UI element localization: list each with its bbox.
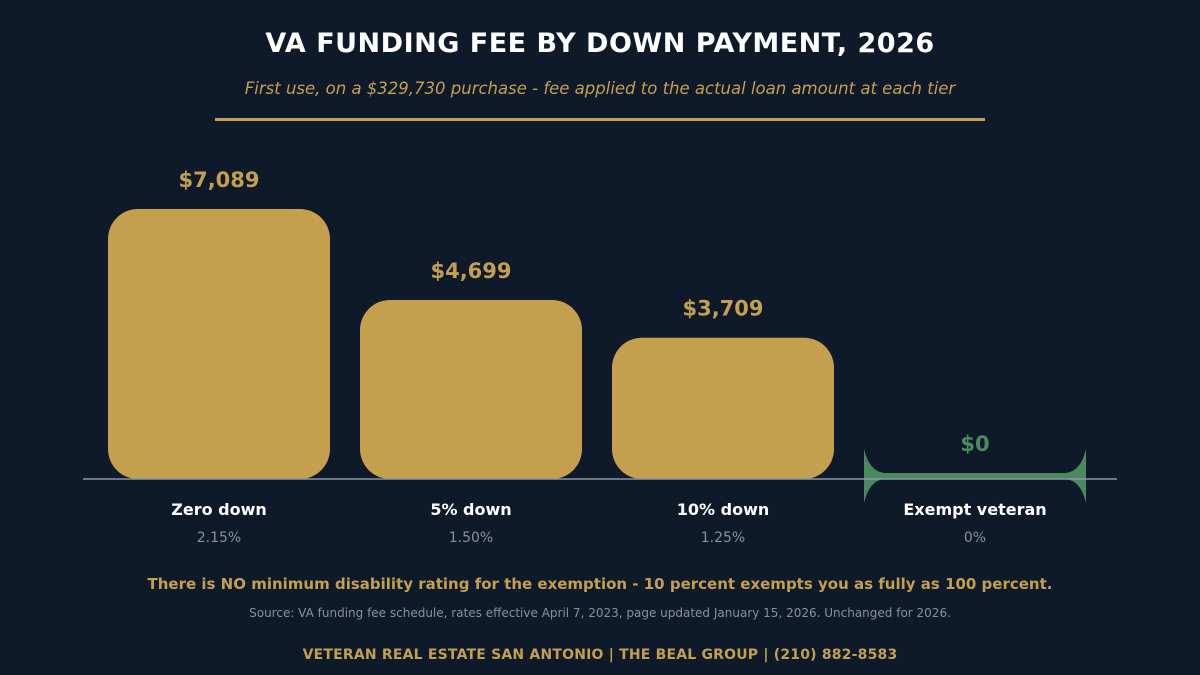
rate-label-1: 2.15% bbox=[197, 530, 241, 546]
value-label-1: $7,089 bbox=[178, 168, 259, 192]
bar-2 bbox=[360, 300, 582, 479]
rate-label-2: 1.50% bbox=[449, 530, 493, 546]
value-label-2: $4,699 bbox=[430, 259, 511, 283]
bar-1 bbox=[108, 209, 330, 479]
bar-3 bbox=[612, 337, 834, 479]
value-label-3: $3,709 bbox=[682, 297, 763, 321]
rate-label-3: 1.25% bbox=[701, 530, 745, 546]
chart-title: VA FUNDING FEE BY DOWN PAYMENT, 2026 bbox=[265, 28, 935, 59]
footer-contact: VETERAN REAL ESTATE SAN ANTONIO | THE BE… bbox=[302, 647, 898, 663]
chart-subtitle: First use, on a $329,730 purchase - fee … bbox=[244, 79, 956, 98]
category-label-3: 10% down bbox=[677, 500, 769, 519]
category-label-4: Exempt veteran bbox=[903, 500, 1046, 519]
bar-4 bbox=[864, 449, 1086, 503]
rate-label-4: 0% bbox=[964, 530, 986, 546]
exemption-note: There is NO minimum disability rating fo… bbox=[147, 575, 1053, 593]
title-divider bbox=[215, 118, 985, 121]
bar-chart: $7,089 Zero down 2.15% $4,699 5% down 1.50% $3… bbox=[83, 168, 1117, 546]
source-note: Source: VA funding fee schedule, rates e… bbox=[249, 606, 951, 620]
category-label-1: Zero down bbox=[171, 500, 267, 519]
category-label-2: 5% down bbox=[430, 500, 511, 519]
value-label-4: $0 bbox=[960, 432, 989, 456]
